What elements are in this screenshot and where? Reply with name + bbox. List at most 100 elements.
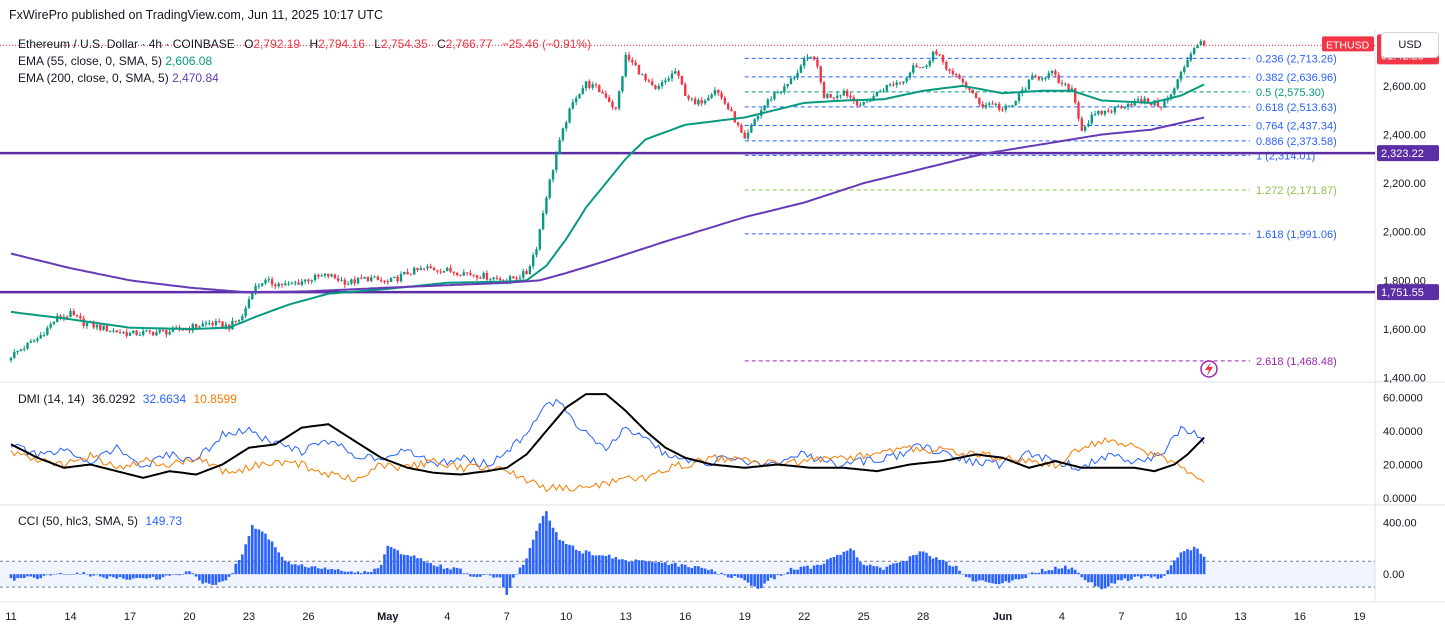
cci-bar: [386, 545, 390, 575]
candle: [112, 330, 115, 332]
cci-bar: [1040, 568, 1044, 575]
candle: [1074, 88, 1077, 103]
candle: [92, 321, 95, 328]
cci-bar: [627, 561, 631, 575]
cci-bar: [931, 558, 935, 575]
cci-bar: [769, 574, 773, 578]
cci-bar: [809, 568, 813, 575]
cci-bar: [621, 559, 624, 575]
candle: [522, 271, 525, 278]
candle: [409, 274, 413, 276]
candle: [16, 351, 19, 353]
candle: [56, 315, 59, 323]
candle: [158, 329, 161, 333]
currency-button[interactable]: USD: [1381, 32, 1439, 58]
cci-bar: [826, 559, 829, 575]
time-tick-label: 7: [504, 611, 510, 623]
ema55-legend[interactable]: EMA (55, close, 0, SMA, 5) 2,606.08: [18, 54, 212, 68]
symbol-title[interactable]: Ethereum / U.S. Dollar · 4h · COINBASE: [18, 37, 235, 51]
cci-bar: [244, 544, 247, 575]
candle: [1173, 88, 1176, 95]
candle: [730, 109, 733, 112]
cci-bar: [237, 560, 241, 575]
candle: [260, 283, 264, 286]
cci-bar: [869, 564, 872, 575]
fib-label-0.382: 0.382 (2,636.96): [1256, 72, 1337, 84]
candle: [627, 54, 631, 60]
cci-bar: [303, 566, 307, 575]
candle: [948, 69, 951, 71]
candle: [786, 84, 789, 87]
cci-bar: [257, 529, 261, 575]
candle: [1047, 73, 1050, 78]
candle: [452, 271, 456, 273]
cci-bar: [231, 573, 234, 575]
cci-bar: [1166, 570, 1170, 575]
cci-bar: [161, 574, 165, 578]
candle: [1130, 104, 1133, 106]
cci-bar: [991, 574, 994, 584]
candle: [726, 103, 730, 110]
candle: [693, 98, 697, 105]
dmi-minus-value: 10.8599: [193, 392, 237, 406]
cci-bar: [1024, 574, 1027, 579]
candle: [360, 277, 363, 279]
candle: [697, 100, 700, 105]
cci-bar: [492, 574, 495, 578]
cci-bar: [690, 568, 694, 575]
cci-bar: [16, 574, 19, 579]
candle: [498, 278, 502, 281]
cci-bar: [300, 564, 304, 575]
candle: [353, 279, 356, 284]
candle: [449, 267, 452, 272]
candle: [750, 124, 753, 133]
time-tick-label: 4: [1059, 611, 1065, 623]
candle: [307, 279, 310, 282]
cci-bar: [740, 574, 743, 579]
candle: [1034, 75, 1037, 77]
cci-bar: [1169, 565, 1173, 575]
candle: [1067, 83, 1070, 91]
candle: [624, 54, 627, 77]
candle: [1146, 98, 1150, 104]
candle: [416, 268, 419, 270]
dmi-plus-value: 32.6634: [142, 392, 187, 406]
candle: [783, 86, 786, 92]
cci-bar: [475, 574, 479, 578]
cci-bar: [974, 574, 978, 582]
time-tick-label: May: [377, 611, 399, 623]
cci-bar: [1196, 548, 1199, 575]
time-tick-label: 13: [620, 611, 632, 623]
cci-bar: [270, 541, 274, 575]
cci-bar: [363, 571, 366, 575]
cci-bar: [786, 572, 789, 575]
candle: [654, 85, 657, 89]
ema200-legend[interactable]: EMA (200, close, 0, SMA, 5) 2,470.84: [18, 71, 219, 85]
cci-bar: [32, 574, 36, 578]
dmi-legend[interactable]: DMI (14, 14) 36.0292 32.6634 10.8599: [18, 392, 237, 406]
cci-bar: [842, 551, 846, 575]
cci-bar: [1054, 566, 1057, 575]
candle: [968, 87, 971, 90]
cci-bar: [1044, 571, 1047, 575]
cci-bar: [710, 569, 713, 575]
cci-bar: [452, 567, 456, 575]
candle: [720, 92, 723, 98]
cci-legend[interactable]: CCI (50, hlc3, SMA, 5) 149.73: [18, 514, 182, 528]
candle: [879, 91, 882, 93]
cci-bar: [945, 561, 948, 575]
candle: [849, 95, 852, 98]
cci-bar: [512, 574, 515, 578]
candle: [492, 277, 495, 280]
cci-bar: [102, 574, 105, 578]
cci-bar: [862, 564, 865, 575]
time-tick-label: 10: [1175, 611, 1187, 623]
candle: [531, 255, 535, 267]
cci-bar: [683, 564, 687, 575]
cci-bar: [439, 564, 442, 575]
cci-bar: [293, 564, 297, 575]
candle: [13, 351, 16, 358]
cci-bar: [442, 568, 446, 575]
cci-bar: [634, 559, 637, 575]
time-tick-label: 22: [798, 611, 810, 623]
